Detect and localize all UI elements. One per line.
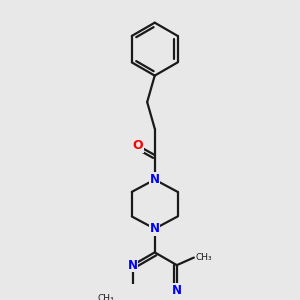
Text: O: O (132, 139, 143, 152)
Text: N: N (128, 259, 138, 272)
Text: N: N (150, 222, 160, 235)
Text: CH₃: CH₃ (97, 294, 114, 300)
Text: CH₃: CH₃ (196, 253, 212, 262)
Text: N: N (172, 284, 182, 297)
Text: N: N (150, 173, 160, 186)
